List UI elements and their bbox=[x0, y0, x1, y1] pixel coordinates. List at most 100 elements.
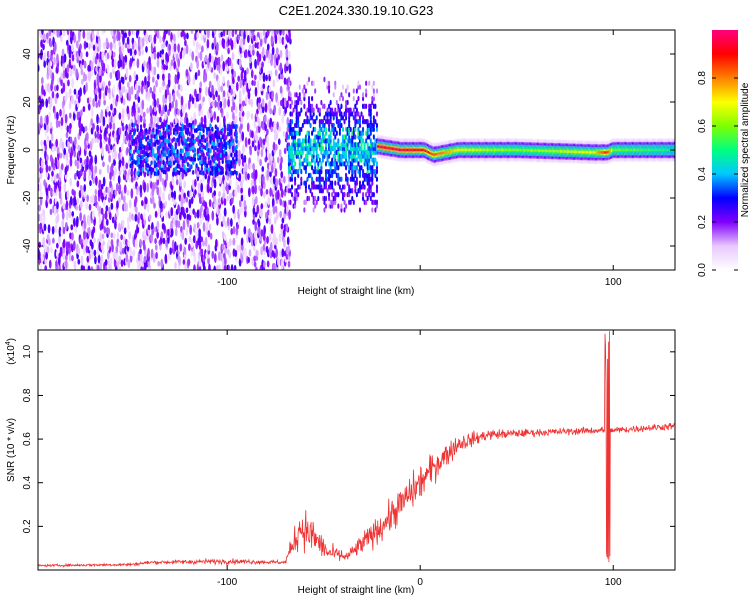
heatmap-cell bbox=[217, 94, 221, 103]
spectrogram-heatmap bbox=[38, 30, 675, 270]
heatmap-cell bbox=[331, 145, 334, 152]
heatmap-cell bbox=[156, 220, 160, 230]
heatmap-cell bbox=[178, 126, 181, 132]
heatmap-cell bbox=[146, 141, 150, 147]
heatmap-cell bbox=[362, 180, 365, 186]
heatmap-cell bbox=[295, 122, 298, 129]
heatmap-cell bbox=[47, 197, 51, 205]
heatmap-cell bbox=[193, 264, 196, 270]
heatmap-cell bbox=[167, 138, 171, 144]
heatmap-cell bbox=[87, 265, 91, 270]
heatmap-cell bbox=[328, 122, 331, 129]
heatmap-cell bbox=[283, 175, 286, 184]
heatmap-cell bbox=[274, 33, 278, 45]
heatmap-cell bbox=[139, 171, 143, 176]
heatmap-cell bbox=[234, 36, 237, 45]
heatmap-cell bbox=[228, 238, 232, 247]
heatmap-cell bbox=[230, 160, 233, 166]
heatmap-cell bbox=[68, 112, 72, 119]
heatmap-cell bbox=[318, 157, 321, 163]
heatmap-cell bbox=[349, 161, 352, 167]
heatmap-cell bbox=[282, 30, 285, 36]
heatmap-cell bbox=[368, 122, 371, 129]
heatmap-cell bbox=[109, 180, 112, 189]
heatmap-cell bbox=[54, 224, 58, 233]
heatmap-cell bbox=[51, 170, 54, 177]
heatmap-cell bbox=[338, 119, 341, 125]
heatmap-cell bbox=[171, 100, 175, 109]
heatmap-cell bbox=[321, 122, 324, 129]
heatmap-cell bbox=[208, 64, 212, 72]
heatmap-cell bbox=[146, 129, 150, 135]
heatmap-cell bbox=[61, 211, 65, 220]
heatmap-cell bbox=[76, 215, 79, 226]
heatmap-cell bbox=[88, 96, 92, 103]
heatmap-cell bbox=[251, 140, 255, 148]
heatmap-cell bbox=[213, 265, 217, 270]
heatmap-cell bbox=[135, 74, 139, 82]
heatmap-cell bbox=[354, 111, 357, 117]
heatmap-cell bbox=[164, 137, 167, 143]
heatmap-cell bbox=[146, 202, 150, 213]
heatmap-cell bbox=[183, 32, 187, 41]
heatmap-cell bbox=[348, 138, 351, 144]
heatmap-cell bbox=[181, 123, 184, 129]
heatmap-cell bbox=[295, 195, 298, 202]
heatmap-cell bbox=[193, 147, 197, 153]
heatmap-cell bbox=[235, 170, 238, 176]
heatmap-cell bbox=[360, 138, 363, 144]
heatmap-cell bbox=[273, 30, 277, 36]
heatmap-cell bbox=[249, 162, 252, 170]
heatmap-cell bbox=[262, 83, 266, 90]
heatmap-cell bbox=[83, 60, 87, 69]
heatmap-cell bbox=[155, 167, 158, 173]
heatmap-cell bbox=[133, 70, 137, 81]
heatmap-cell bbox=[295, 153, 298, 159]
heatmap-cell bbox=[303, 207, 306, 213]
heatmap-cell bbox=[62, 202, 66, 210]
heatmap-cell bbox=[139, 141, 143, 147]
heatmap-cell bbox=[237, 34, 241, 41]
heatmap-cell bbox=[349, 165, 352, 171]
heatmap-cell bbox=[103, 30, 106, 33]
heatmap-cell bbox=[312, 195, 315, 202]
heatmap-cell bbox=[211, 126, 214, 132]
heatmap-cell bbox=[352, 88, 355, 94]
heatmap-cell bbox=[139, 137, 143, 142]
heatmap-cell bbox=[88, 150, 92, 157]
heatmap-cell bbox=[298, 96, 301, 102]
heatmap-cell bbox=[269, 170, 272, 178]
heatmap-cell bbox=[304, 145, 307, 152]
heatmap-cell bbox=[351, 157, 354, 163]
heatmap-cell bbox=[290, 153, 294, 159]
heatmap-cell bbox=[249, 55, 252, 64]
heatmap-cell bbox=[329, 119, 332, 125]
heatmap-cell bbox=[346, 180, 349, 186]
heatmap-cell bbox=[254, 169, 258, 180]
heatmap-cell bbox=[79, 157, 83, 164]
heatmap-cell bbox=[238, 149, 241, 160]
heatmap-cell bbox=[181, 159, 184, 165]
heatmap-cell bbox=[92, 33, 95, 40]
heatmap-cell bbox=[314, 203, 317, 209]
heatmap-cell bbox=[331, 203, 334, 209]
heatmap-cell bbox=[258, 53, 262, 62]
heatmap-cell bbox=[228, 159, 231, 165]
heatmap-cell bbox=[174, 141, 177, 147]
heatmap-cell bbox=[55, 259, 58, 268]
heatmap-cell bbox=[211, 84, 214, 95]
heatmap-cell bbox=[346, 145, 349, 152]
heatmap-cell bbox=[91, 241, 94, 250]
heatmap-cell bbox=[312, 119, 315, 125]
heatmap-cell bbox=[228, 166, 231, 172]
heatmap-cell bbox=[323, 195, 326, 202]
heatmap-cell bbox=[304, 199, 307, 205]
heatmap-cell bbox=[115, 182, 119, 192]
heatmap-cell bbox=[154, 30, 157, 34]
heatmap-cell bbox=[135, 42, 139, 51]
heatmap-cell bbox=[167, 149, 171, 154]
heatmap-cell bbox=[355, 180, 358, 186]
heatmap-cell bbox=[159, 144, 162, 149]
heatmap-cell bbox=[304, 180, 307, 186]
heatmap-cell bbox=[300, 99, 303, 106]
